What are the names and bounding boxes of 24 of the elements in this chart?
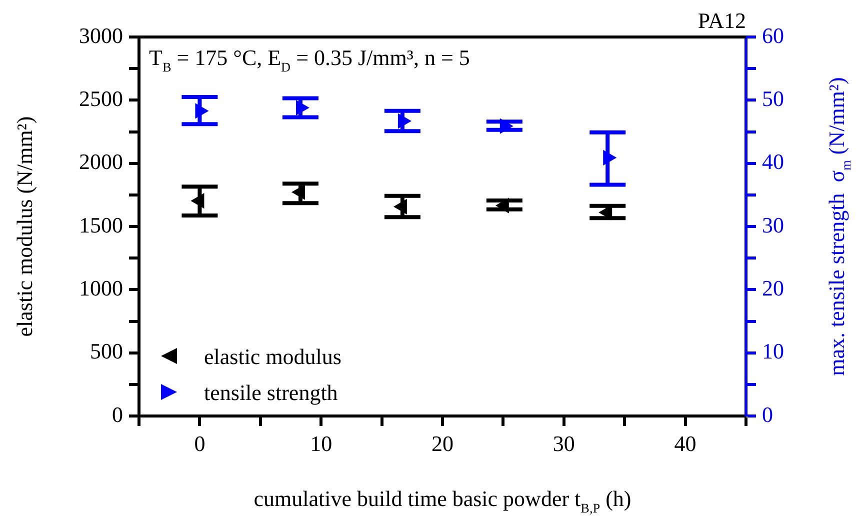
y-axis-title: elastic modulus (N/mm²) <box>12 116 37 337</box>
legend-label: tensile strength <box>204 380 338 405</box>
y2-tick-label: 50 <box>762 86 784 111</box>
y-tick-label: 1000 <box>79 275 123 300</box>
y2-tick-label: 40 <box>762 149 784 174</box>
y-tick-label: 500 <box>90 338 123 364</box>
y2-tick-label: 30 <box>762 212 784 238</box>
y-tick-label: 1500 <box>79 212 123 238</box>
y2-tick-label: 60 <box>762 22 784 48</box>
y2-axis-title: max. tensile strength σm (N/mm²) <box>824 77 854 376</box>
y2-tick-label: 10 <box>762 338 784 364</box>
x-tick-label: 40 <box>674 430 696 456</box>
x-tick-label: 10 <box>310 430 332 456</box>
x-tick-label: 30 <box>552 430 575 456</box>
y-tick-label: 2500 <box>79 86 123 111</box>
y-tick-label: 3000 <box>79 22 123 48</box>
y2-tick-label: 0 <box>762 402 773 427</box>
x-tick-label: 0 <box>194 430 206 456</box>
y2-tick-label: 20 <box>762 275 784 300</box>
x-tick-label: 20 <box>432 430 454 456</box>
y-tick-label: 0 <box>112 402 123 427</box>
legend-label: elastic modulus <box>204 344 342 369</box>
y-tick-label: 2000 <box>79 149 123 174</box>
text: PA12 <box>698 8 746 33</box>
